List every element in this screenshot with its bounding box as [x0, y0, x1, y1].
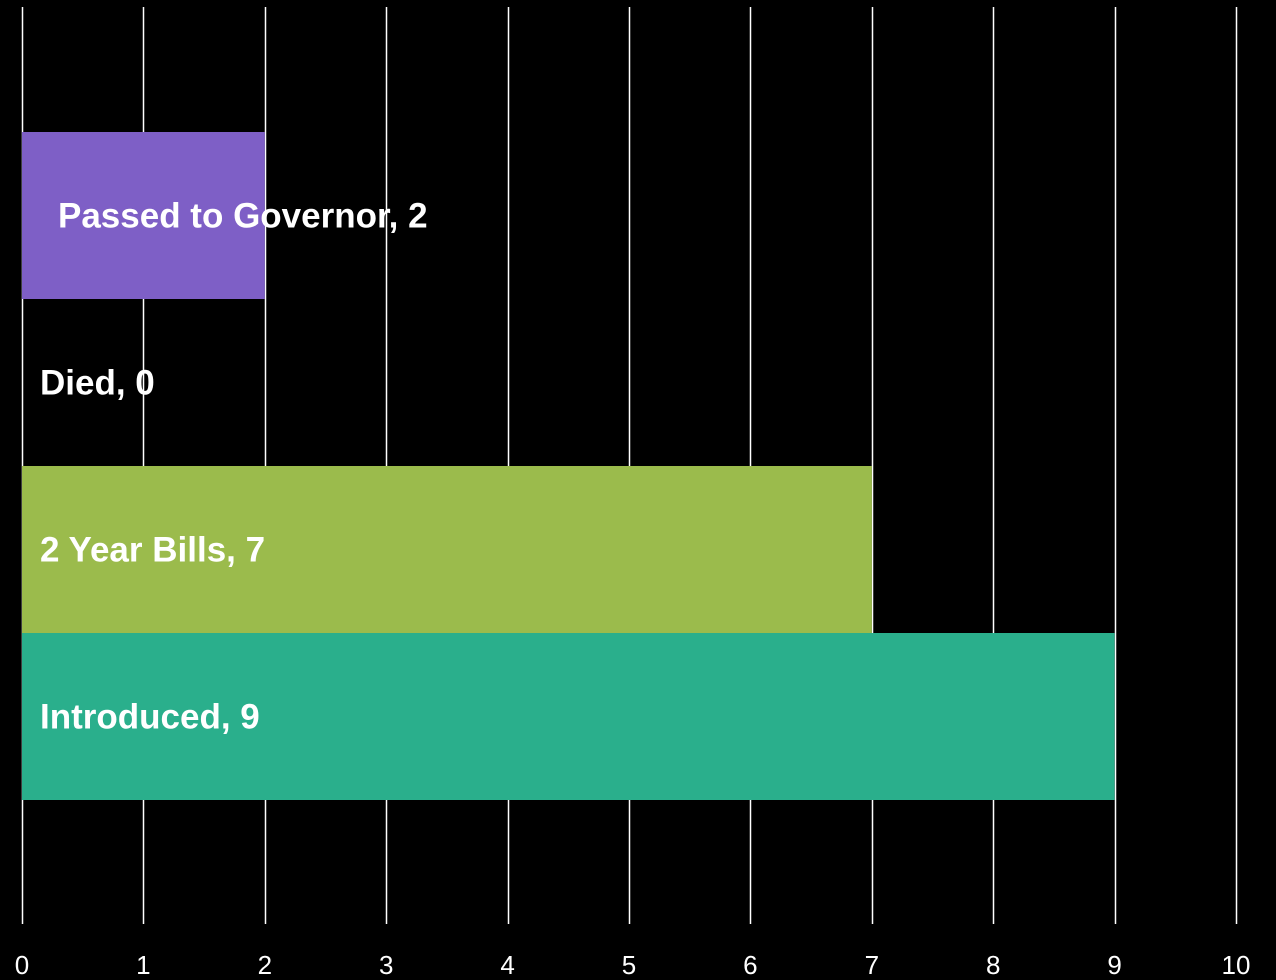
data-label: 2 Year Bills, 7 — [40, 531, 265, 570]
x-tick-label: 2 — [258, 950, 272, 980]
x-tick-label: 10 — [1222, 950, 1251, 980]
x-tick-label: 8 — [986, 950, 1000, 980]
bar-passed-to-governor — [22, 132, 265, 299]
bar-2-year-bills — [22, 466, 872, 633]
x-tick-label: 0 — [15, 950, 29, 980]
x-tick-label: 7 — [865, 950, 879, 980]
data-label: Introduced, 9 — [40, 698, 260, 737]
x-tick-label: 1 — [136, 950, 150, 980]
x-tick-label: 6 — [743, 950, 757, 980]
x-tick-label: 3 — [379, 950, 393, 980]
x-tick-label: 5 — [622, 950, 636, 980]
data-label: Passed to Governor, 2 — [58, 197, 428, 236]
data-label: Died, 0 — [40, 364, 155, 403]
bar-introduced — [22, 633, 1115, 800]
data-labels: Passed to Governor, 2 Died, 0 2 Year Bills… — [40, 197, 428, 737]
x-axis-ticks: 0 1 2 3 4 5 6 7 8 9 10 — [15, 950, 1251, 980]
x-tick-label: 4 — [500, 950, 514, 980]
x-tick-label: 9 — [1107, 950, 1121, 980]
bars — [22, 132, 1115, 800]
